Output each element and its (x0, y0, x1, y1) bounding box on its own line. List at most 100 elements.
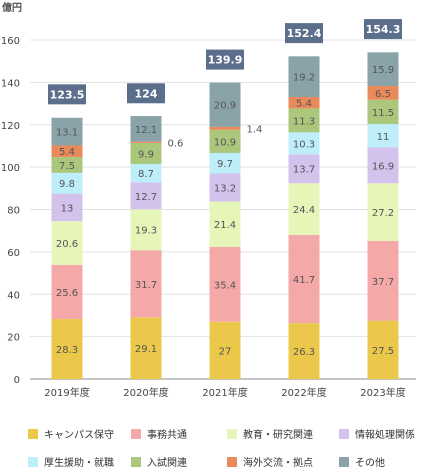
bar-stack: 28.3 25.6 20.6 13 9.8 7.5 5.4 13.1 123.5 (48, 84, 86, 379)
data-label: 7.5 (59, 161, 75, 172)
data-label: 24.4 (293, 205, 315, 216)
bar-segment (51, 145, 83, 157)
total-label: 139.9 (208, 54, 243, 67)
legend-item: 入試関連 (131, 454, 187, 469)
legend-swatch (339, 456, 349, 467)
total-label: 123.5 (50, 88, 85, 101)
bar-segment (51, 117, 83, 146)
legend-swatch (339, 428, 349, 439)
bar-segment (367, 124, 399, 148)
y-tick-label: 60 (7, 248, 20, 259)
bar-segment (51, 193, 83, 222)
x-tick-label: 2022年度 (281, 386, 326, 399)
data-label: 25.6 (56, 288, 78, 299)
bar-stack: 27.5 37.7 27.2 16.9 11 11.5 6.5 15.9 154.3 (364, 19, 402, 379)
bar-segment (130, 116, 162, 142)
data-label: 16.9 (372, 161, 394, 172)
total-badge (48, 84, 86, 105)
bar-segment (288, 234, 320, 324)
data-label: 6.5 (375, 89, 391, 100)
bar-segment (367, 99, 399, 125)
bar-segment (130, 142, 162, 164)
data-label: 11.5 (372, 108, 394, 119)
x-axis-ticks: 2019年度 2020年度 2021年度 2022年度 2023年度 (44, 386, 405, 399)
total-badge (364, 19, 402, 40)
bar-stack: 27 35.4 21.4 13.2 9.7 10.9 1.4 20.9 139.9 (206, 49, 262, 379)
y-tick-label: 140 (1, 78, 20, 89)
data-label: 28.3 (56, 345, 78, 356)
bar-segment (209, 126, 241, 130)
bar-stack: 29.1 31.7 19.3 12.7 8.7 9.9 0.6 12.1 124 (127, 83, 183, 379)
legend-label: 厚生援助・就職 (44, 458, 114, 469)
bar-segment (51, 156, 83, 173)
bar-segment (367, 147, 399, 184)
bar-segment (51, 319, 83, 379)
data-label: 5.4 (296, 99, 312, 110)
legend-item: キャンパス保守 (28, 426, 114, 441)
total-label: 154.3 (366, 23, 401, 36)
data-label: 13.7 (293, 165, 315, 176)
legend-item: 厚生援助・就職 (28, 454, 114, 469)
data-label: 20.9 (214, 101, 236, 112)
total-badge (127, 83, 165, 104)
legend-label: 情報処理関係 (355, 430, 415, 441)
data-label: 41.7 (293, 275, 315, 286)
data-label: 26.3 (293, 347, 315, 358)
y-axis-unit-label: 億円 (2, 1, 22, 14)
bar-segment (130, 209, 162, 251)
data-label: 27.5 (372, 346, 394, 357)
data-label: 13 (61, 203, 74, 214)
data-label: 29.1 (135, 344, 157, 355)
bar-segment (288, 56, 320, 97)
bar-segment (130, 182, 162, 210)
bar-segment (130, 163, 162, 183)
data-label: 21.4 (214, 220, 236, 231)
total-label: 124 (135, 87, 158, 100)
x-tick-label: 2021年度 (202, 386, 247, 399)
x-tick-label: 2020年度 (123, 386, 168, 399)
data-label: 10.3 (293, 139, 315, 150)
bar-segment (367, 85, 399, 100)
legend-label: 入試関連 (147, 458, 187, 469)
x-tick-label: 2023年度 (360, 386, 405, 399)
y-tick-label: 40 (7, 290, 20, 301)
legend-swatch (227, 456, 237, 467)
data-label: 0.6 (168, 138, 184, 149)
legend-item: 情報処理関係 (339, 426, 415, 441)
bar-stack: 26.3 41.7 24.4 13.7 10.3 11.3 5.4 19.2 152.4 (285, 23, 323, 379)
data-label: 12.1 (135, 125, 157, 136)
data-label: 37.7 (372, 277, 394, 288)
bar-segment (51, 172, 83, 194)
bar-segment (209, 201, 241, 247)
bar-segment (209, 173, 241, 202)
legend-item: 教育・研究関連 (227, 426, 313, 441)
data-label: 10.9 (214, 137, 236, 148)
x-tick-label: 2019年度 (44, 386, 89, 399)
data-label: 35.4 (214, 280, 236, 291)
legend-item: 海外交流・拠点 (227, 454, 313, 469)
data-label: 15.9 (372, 65, 394, 76)
y-tick-label: 160 (1, 36, 20, 47)
legend-label: その他 (355, 458, 385, 469)
bar-segment (51, 264, 83, 320)
legend-item: 事務共通 (131, 426, 187, 441)
bar-segment (367, 240, 399, 321)
bar-segment (288, 323, 320, 379)
bar-segment (288, 96, 320, 109)
bar-segment (130, 250, 162, 318)
data-label: 19.2 (293, 73, 315, 84)
data-label: 12.7 (135, 192, 157, 203)
bar-segment (367, 183, 399, 241)
bar-segment (209, 82, 241, 127)
data-label: 13.1 (56, 128, 78, 139)
data-label: 9.8 (59, 179, 75, 190)
bar-segment (209, 152, 241, 174)
bar-segment (209, 246, 241, 322)
data-label: 20.6 (56, 239, 78, 250)
legend-item: その他 (339, 454, 385, 469)
y-tick-label: 20 (7, 333, 20, 344)
data-label: 5.4 (59, 147, 75, 158)
legend-swatch (131, 428, 141, 439)
legend-label: キャンパス保守 (44, 430, 114, 441)
